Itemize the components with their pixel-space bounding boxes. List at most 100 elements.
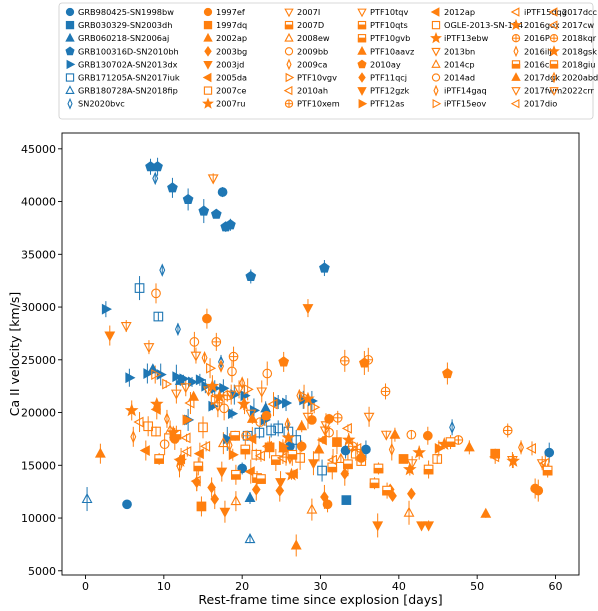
- legend-label: iPTF13ebw: [444, 33, 489, 43]
- legend-marker: [430, 31, 442, 44]
- legend-items: GRB980425-SN1998bw GRB030329-SN2003dh GRB0…: [65, 7, 598, 110]
- legend-label: 2007ru: [216, 99, 245, 109]
- data-point: [225, 219, 236, 230]
- legend-entry: 2016P: [511, 33, 550, 43]
- data-point: [94, 447, 106, 458]
- legend-marker: [549, 34, 559, 43]
- legend-marker: [65, 7, 75, 17]
- legend-entry: 2020abdw: [551, 71, 598, 84]
- x-axis-label: Rest-frame time since explosion [days]: [198, 592, 442, 607]
- data-point: [133, 416, 144, 428]
- legend-marker: [66, 59, 76, 70]
- data-point: [233, 385, 245, 396]
- x-tick-label: 0: [82, 580, 89, 593]
- data-point: [217, 437, 229, 448]
- data-point: [449, 420, 456, 435]
- data-point: [227, 366, 237, 377]
- legend-entry: 2018giu: [549, 59, 596, 69]
- legend-marker: [551, 71, 557, 84]
- data-point: [407, 487, 416, 500]
- legend-entry: 2016coi: [511, 59, 557, 69]
- legend-entry: 2013bn: [431, 46, 475, 57]
- data-point: [322, 499, 333, 510]
- legend-label: 2017fwm: [524, 86, 562, 96]
- legend-label: 2016coi: [524, 59, 557, 69]
- x-tick-label: 60: [549, 580, 563, 593]
- data-point: [219, 507, 231, 518]
- legend-marker: [433, 84, 439, 97]
- data-markers: [81, 161, 555, 550]
- legend-marker: [203, 20, 213, 30]
- data-point: [134, 283, 145, 293]
- data-point: [278, 442, 290, 453]
- legend-label: PTF10xem: [297, 99, 340, 109]
- legend-label: 2013bn: [444, 46, 475, 56]
- data-point: [270, 455, 281, 465]
- data-point: [308, 459, 319, 470]
- data-point: [147, 363, 159, 374]
- legend-marker: [285, 72, 295, 83]
- data-point: [207, 481, 216, 494]
- data-point: [434, 442, 445, 454]
- data-point: [290, 539, 302, 550]
- data-point: [125, 372, 136, 384]
- data-point: [241, 430, 251, 441]
- data-point: [310, 401, 321, 413]
- data-point: [228, 351, 239, 362]
- data-point: [287, 449, 298, 460]
- legend-label: PTF12as: [370, 99, 404, 109]
- y-tick-label: 25000: [21, 354, 56, 367]
- data-point: [316, 434, 327, 446]
- data-point: [188, 390, 200, 401]
- data-point: [180, 383, 192, 394]
- y-tick-label: 5000: [28, 565, 56, 578]
- legend-marker: [358, 72, 366, 83]
- data-point: [261, 440, 273, 452]
- legend-label: 2018kqr: [562, 33, 597, 43]
- legend-entry: 2010ah: [283, 86, 328, 96]
- data-point: [326, 454, 338, 466]
- legend-label: 2003jd: [216, 59, 244, 69]
- x-tick-label: 10: [157, 580, 171, 593]
- error-bars: [86, 157, 550, 557]
- data-point: [156, 369, 167, 381]
- data-point: [153, 311, 164, 322]
- data-point: [244, 491, 256, 502]
- data-point: [332, 437, 342, 447]
- legend-entry: 2016gox: [510, 18, 560, 31]
- legend-label: PTF10qts: [370, 20, 408, 30]
- data-point: [284, 467, 299, 481]
- data-point: [445, 437, 456, 447]
- legend-entry: 2017cw: [548, 20, 594, 30]
- legend-label: GRB180728A-SN2018fip: [78, 86, 178, 96]
- data-point: [193, 461, 204, 472]
- legend-label: PTF10vgv: [297, 73, 337, 83]
- data-point: [262, 368, 273, 379]
- data-point: [151, 426, 161, 437]
- legend-label: 2009ca: [297, 59, 327, 69]
- data-point: [193, 448, 204, 460]
- legend-marker: [284, 32, 294, 42]
- data-point: [403, 462, 417, 476]
- legend-label: GRB060218-SN2006aj: [78, 33, 169, 43]
- data-point: [239, 376, 246, 390]
- legend-label: 2016ilj: [524, 46, 552, 56]
- data-point: [230, 430, 240, 441]
- legend-marker: [549, 60, 559, 69]
- data-point: [159, 263, 166, 277]
- data-point: [536, 459, 548, 470]
- data-point: [341, 432, 356, 446]
- data-point: [181, 446, 192, 458]
- legend-label: 2009bb: [297, 46, 328, 56]
- legend-entry: 2017dcc: [548, 7, 597, 17]
- data-point: [188, 376, 199, 388]
- data-point: [296, 388, 303, 403]
- legend-entry: 2014cp: [431, 59, 475, 69]
- legend-marker: [202, 97, 214, 109]
- data-point: [166, 425, 181, 439]
- data-point: [278, 356, 290, 367]
- data-point: [198, 205, 210, 216]
- data-point: [230, 495, 242, 506]
- legend-label: 2014ad: [444, 73, 475, 83]
- data-point: [200, 440, 211, 452]
